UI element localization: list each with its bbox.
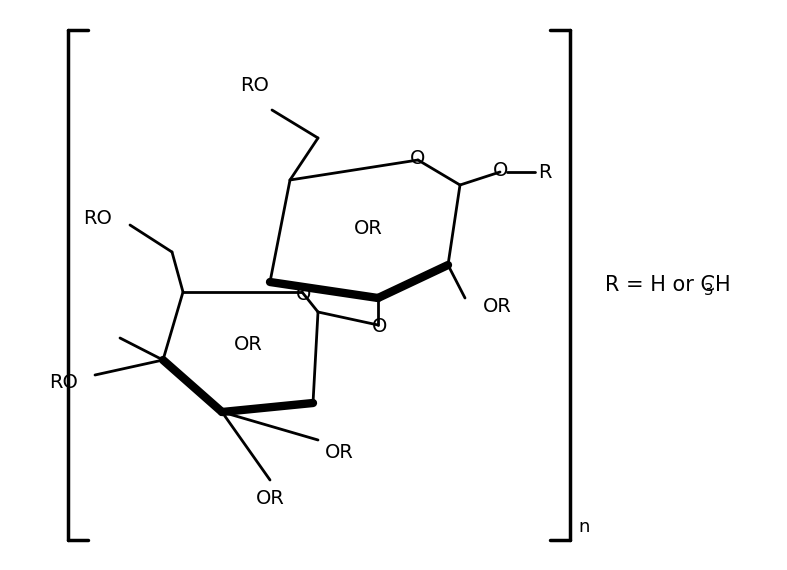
Text: R: R — [538, 162, 552, 181]
Text: O: O — [372, 317, 388, 336]
Text: OR: OR — [483, 298, 512, 316]
Text: OR: OR — [325, 442, 354, 462]
Text: OR: OR — [256, 488, 284, 507]
Text: RO: RO — [49, 373, 78, 392]
Text: O: O — [410, 149, 426, 168]
Text: O: O — [297, 284, 312, 303]
Text: RO: RO — [241, 76, 269, 95]
Text: R = H or CH: R = H or CH — [605, 275, 730, 295]
Text: RO: RO — [83, 209, 112, 227]
Text: OR: OR — [234, 336, 262, 355]
Text: n: n — [578, 518, 589, 536]
Text: 3: 3 — [704, 283, 714, 298]
Text: O: O — [493, 161, 508, 181]
Text: OR: OR — [353, 218, 382, 238]
